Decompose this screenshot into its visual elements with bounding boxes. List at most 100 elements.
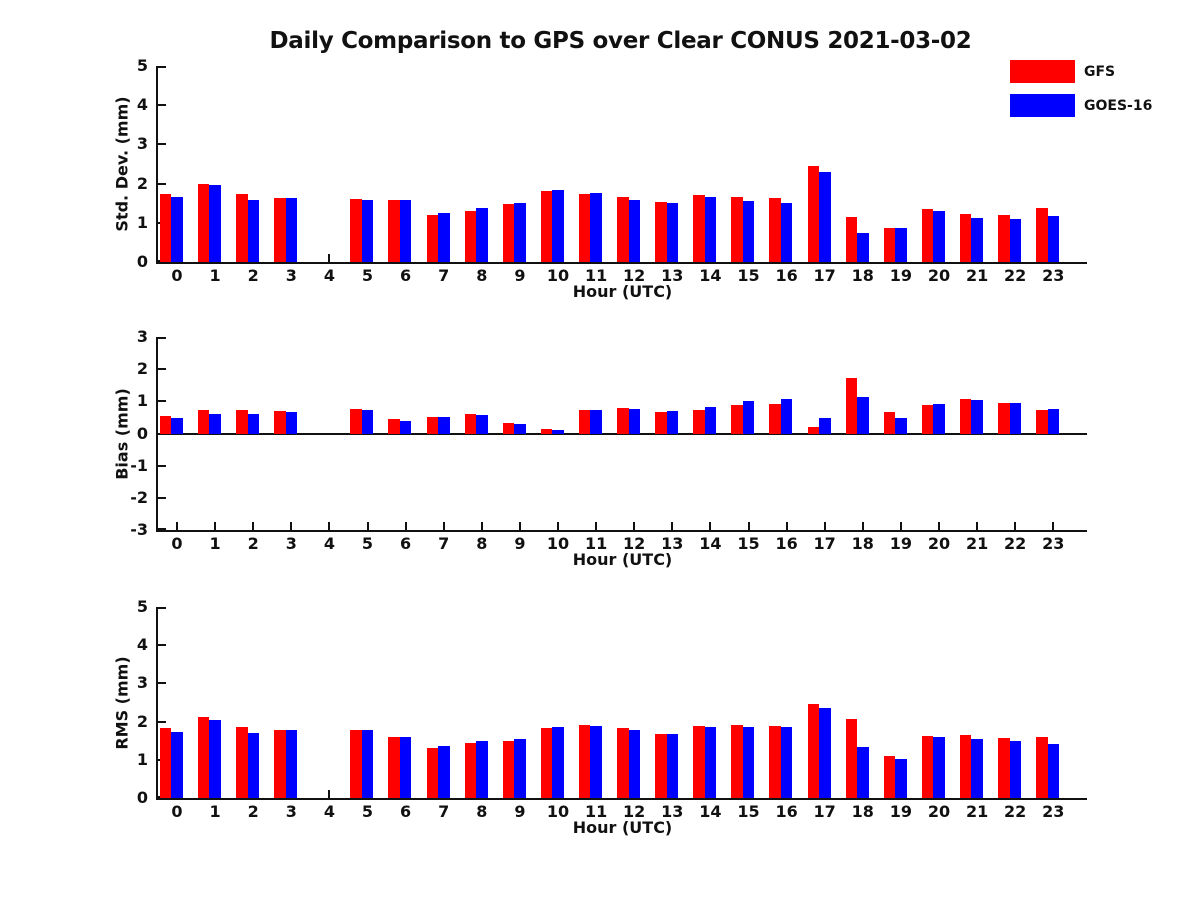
chart-title: Daily Comparison to GPS over Clear CONUS…	[269, 28, 972, 54]
y-tick-mark	[158, 368, 166, 371]
legend-item-goes16: GOES-16	[1010, 94, 1152, 117]
bar-goes-16-hour-1	[209, 413, 221, 434]
bar-gfs-hour-17	[807, 703, 819, 798]
bar-gfs-hour-14	[693, 195, 705, 262]
x-tick-mark	[785, 522, 788, 530]
bar-goes-16-hour-0	[171, 418, 183, 434]
bar-gfs-hour-10	[540, 191, 553, 262]
y-tick-label: 0	[136, 252, 148, 271]
x-tick-label: 3	[285, 266, 297, 285]
x-tick-label: 6	[400, 802, 412, 821]
x-tick-label: 11	[584, 534, 608, 553]
y-tick-label: 1	[136, 391, 148, 411]
y-tick-label: 1	[136, 212, 148, 232]
bar-gfs-hour-11	[578, 409, 591, 434]
bar-gfs-hour-9	[502, 422, 515, 434]
x-tick-label: 18	[851, 266, 874, 285]
x-tick-label: 0	[171, 266, 183, 285]
x-tick-mark	[1052, 522, 1055, 530]
x-tick-mark	[633, 522, 636, 530]
bar-gfs-hour-16	[769, 198, 781, 262]
gfs-swatch-icon	[1010, 60, 1075, 83]
y-tick-mark	[158, 528, 166, 530]
bar-gfs-hour-18	[845, 719, 858, 798]
x-tick-label: 4	[323, 802, 335, 821]
y-tick-mark	[158, 400, 166, 403]
y-tick-label: 2	[136, 711, 148, 731]
bar-goes-16-hour-14	[704, 407, 717, 434]
x-tick-label: 5	[361, 534, 374, 553]
bar-goes-16-hour-7	[438, 212, 450, 262]
x-tick-label: 12	[623, 802, 646, 821]
x-tick-mark	[328, 254, 331, 262]
bar-goes-16-hour-17	[819, 171, 831, 262]
bar-gfs-hour-12	[617, 407, 629, 434]
bar-goes-16-hour-8	[476, 741, 488, 798]
bar-goes-16-hour-10	[552, 190, 564, 262]
bar-gfs-hour-3	[274, 197, 286, 262]
x-tick-label: 8	[476, 534, 488, 553]
x-tick-label: 11	[584, 802, 608, 821]
y-tick-mark	[158, 607, 166, 609]
bar-goes-16-hour-22	[1009, 402, 1021, 434]
bar-goes-16-hour-12	[628, 200, 640, 262]
x-tick-label: 22	[1004, 266, 1027, 285]
x-axis-label: Hour (UTC)	[572, 282, 673, 301]
x-tick-label: 12	[623, 534, 646, 553]
x-tick-label: 1	[209, 534, 221, 553]
y-tick-label: 3	[136, 327, 148, 346]
bar-goes-16-hour-7	[438, 746, 450, 798]
goes16-swatch-icon	[1010, 94, 1075, 117]
bar-goes-16-hour-11	[590, 725, 602, 798]
x-tick-label: 8	[476, 802, 488, 821]
bar-gfs-hour-15	[731, 197, 743, 262]
bar-goes-16-hour-11	[590, 410, 602, 434]
x-tick-mark	[747, 522, 750, 530]
x-tick-label: 2	[247, 802, 259, 821]
bar-goes-16-hour-7	[438, 416, 450, 434]
bar-gfs-hour-13	[655, 412, 667, 434]
x-tick-label: 10	[546, 266, 570, 285]
bar-gfs-hour-5	[350, 730, 362, 798]
bar-gfs-hour-21	[959, 214, 972, 262]
x-tick-label: 6	[400, 266, 412, 285]
x-tick-label: 14	[699, 802, 722, 821]
y-tick-mark	[158, 104, 166, 107]
bar-gfs-hour-7	[426, 416, 438, 434]
bar-gfs-hour-14	[693, 409, 705, 434]
bar-goes-16-hour-5	[361, 730, 374, 798]
bar-goes-16-hour-2	[247, 732, 259, 798]
x-tick-label: 6	[400, 534, 412, 553]
bar-gfs-hour-2	[236, 194, 248, 262]
x-tick-mark	[328, 790, 331, 798]
y-tick-label: 3	[136, 134, 148, 154]
y-axis-label: RMS (mm)	[112, 655, 132, 750]
x-tick-label: 16	[775, 534, 798, 553]
bar-gfs-hour-18	[845, 217, 858, 262]
x-tick-mark	[518, 522, 521, 530]
y-tick-mark	[158, 182, 166, 185]
bar-goes-16-hour-19	[895, 227, 907, 262]
bar-gfs-hour-17	[807, 165, 819, 262]
x-tick-label: 18	[851, 534, 874, 553]
x-tick-label: 11	[584, 266, 608, 285]
bar-goes-16-hour-12	[628, 730, 640, 798]
bar-gfs-hour-6	[388, 419, 400, 434]
x-tick-label: 4	[323, 266, 335, 285]
bar-goes-16-hour-9	[514, 423, 526, 434]
x-tick-mark	[976, 522, 979, 530]
bar-gfs-hour-7	[426, 747, 438, 798]
x-tick-label: 9	[514, 534, 526, 553]
x-tick-label: 10	[546, 534, 570, 553]
bar-gfs-hour-14	[693, 725, 705, 798]
y-tick-label: 4	[136, 95, 148, 115]
x-tick-label: 18	[851, 802, 874, 821]
bar-goes-16-hour-0	[171, 196, 183, 262]
bar-goes-16-hour-9	[514, 739, 526, 798]
bar-goes-16-hour-23	[1047, 216, 1060, 262]
bar-goes-16-hour-14	[704, 197, 717, 262]
x-tick-label: 9	[514, 802, 526, 821]
bar-gfs-hour-11	[578, 193, 591, 262]
x-tick-label: 10	[546, 802, 570, 821]
